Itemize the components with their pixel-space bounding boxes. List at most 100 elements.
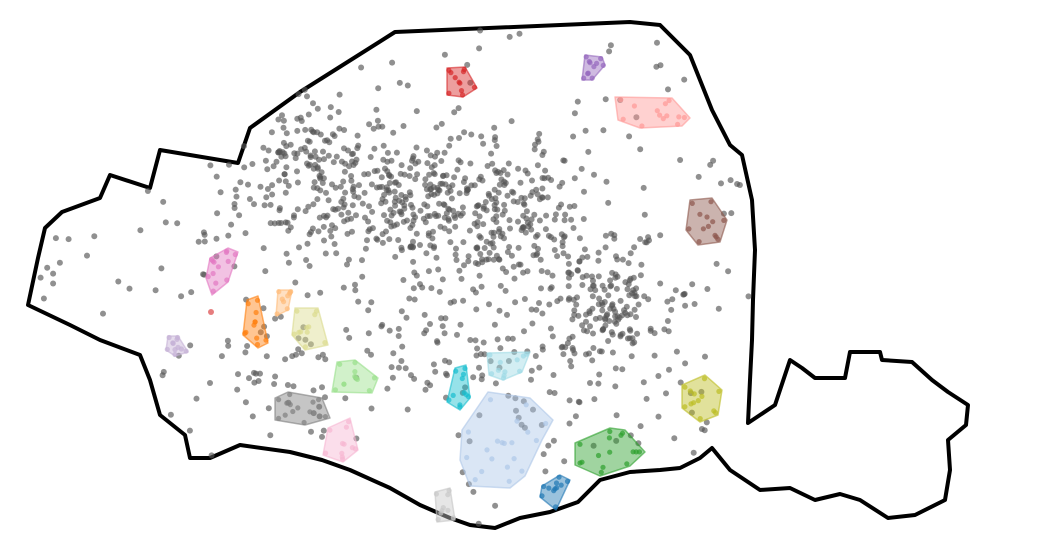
noise-point [359, 200, 366, 207]
noise-point [521, 195, 528, 202]
cluster-olive [681, 374, 723, 423]
noise-point [551, 247, 558, 253]
noise-point [645, 296, 652, 303]
cluster-point [243, 329, 249, 335]
cluster-point [284, 306, 290, 312]
cluster-point [487, 352, 493, 358]
noise-point [391, 222, 398, 229]
noise-point [438, 158, 445, 164]
cluster-point [310, 399, 316, 405]
noise-point [327, 114, 334, 121]
noise-point [613, 412, 620, 419]
noise-point [489, 160, 496, 167]
cluster-point [501, 372, 507, 379]
noise-point [736, 182, 743, 188]
noise-point [354, 132, 361, 139]
noise-point [280, 117, 287, 124]
noise-point [529, 177, 535, 184]
noise-point [612, 365, 619, 372]
noise-point [516, 30, 523, 37]
noise-point [378, 323, 385, 330]
noise-point [467, 160, 474, 167]
noise-point [375, 85, 382, 92]
noise-point [282, 356, 289, 363]
noise-point [602, 322, 609, 329]
noise-point [428, 191, 435, 198]
noise-point [423, 250, 430, 257]
noise-point [497, 282, 504, 289]
noise-point [566, 420, 573, 427]
cluster-point [489, 456, 495, 462]
noise-point [295, 346, 302, 353]
cluster-point [489, 371, 495, 377]
cluster-point [254, 335, 260, 341]
cluster-point [682, 404, 688, 410]
noise-point [450, 207, 457, 214]
noise-point [137, 227, 144, 234]
noise-point [654, 39, 660, 46]
noise-point [439, 276, 446, 283]
noise-point [345, 209, 352, 216]
noise-point [570, 225, 577, 231]
noise-point [233, 193, 240, 200]
noise-point [152, 287, 159, 294]
noise-point [294, 115, 301, 122]
noise-point [596, 348, 603, 355]
noise-point [428, 285, 435, 292]
noise-point [582, 127, 589, 134]
noise-point [492, 502, 499, 509]
noise-point [285, 182, 292, 189]
noise-point [476, 364, 482, 371]
noise-point [587, 380, 593, 386]
noise-point [342, 160, 349, 167]
noise-point [484, 163, 491, 169]
noise-point [407, 192, 414, 199]
noise-point [567, 358, 574, 364]
cluster-point [458, 88, 465, 94]
cluster-point [676, 114, 682, 120]
noise-point [318, 169, 325, 176]
noise-point [627, 250, 634, 257]
noise-point [340, 284, 347, 291]
noise-point [406, 295, 413, 302]
noise-point [354, 145, 361, 152]
noise-point [434, 339, 441, 346]
noise-point [379, 123, 386, 130]
noise-point [673, 348, 680, 355]
noise-point [329, 131, 336, 138]
noise-point [306, 263, 313, 269]
noise-point [560, 351, 567, 358]
noise-point [368, 299, 375, 306]
noise-point [504, 249, 511, 255]
noise-point [323, 214, 330, 221]
noise-point [655, 373, 662, 379]
noise-point [625, 260, 632, 267]
noise-point [640, 379, 647, 386]
cluster-point [586, 58, 592, 65]
noise-point [613, 437, 620, 444]
cluster-gray [274, 391, 331, 426]
noise-point [486, 249, 493, 256]
noise-point [579, 282, 586, 288]
noise-point [255, 378, 262, 384]
noise-point [601, 286, 608, 293]
noise-point [647, 325, 654, 332]
cluster-cyan [446, 364, 471, 411]
noise-point [443, 210, 450, 217]
noise-point [506, 33, 513, 40]
noise-point [350, 162, 357, 168]
cluster-point [232, 251, 238, 258]
noise-point [373, 235, 380, 242]
noise-point [492, 195, 499, 202]
noise-point [432, 153, 438, 160]
noise-point [646, 237, 652, 244]
noise-point [570, 133, 577, 140]
noise-point [698, 426, 705, 432]
noise-point [271, 381, 278, 387]
noise-point [473, 352, 480, 359]
cluster-point [525, 429, 531, 435]
noise-point [565, 269, 572, 276]
cluster-point [445, 492, 451, 498]
noise-point [268, 129, 275, 136]
noise-point [583, 351, 589, 358]
